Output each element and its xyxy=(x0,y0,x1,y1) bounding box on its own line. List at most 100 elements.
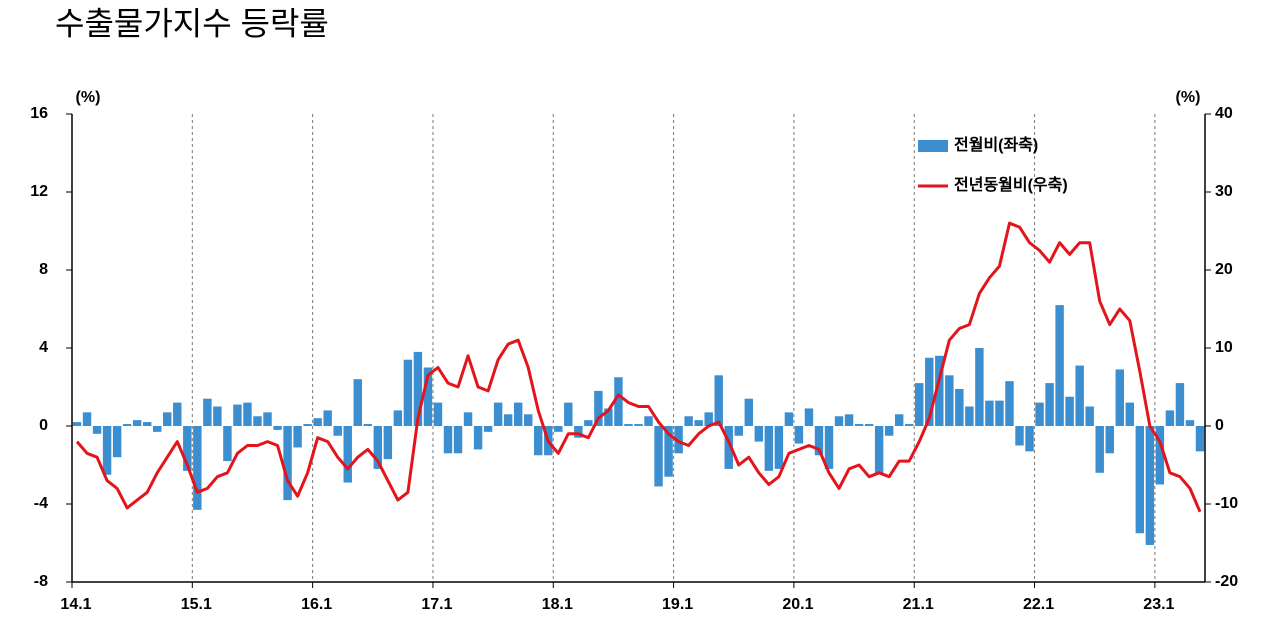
bar xyxy=(373,426,383,469)
bar xyxy=(263,412,272,426)
bar xyxy=(473,426,483,450)
bar xyxy=(193,426,202,510)
y-tick-label: -4 xyxy=(34,495,48,512)
bar xyxy=(503,414,513,426)
bar xyxy=(1195,426,1205,452)
bar xyxy=(1085,406,1094,426)
bar xyxy=(313,418,322,426)
y-tick-label: 8 xyxy=(39,261,48,278)
bar xyxy=(132,420,142,426)
x-tick-label: 14.1 xyxy=(60,596,91,613)
bar xyxy=(564,402,573,426)
bar xyxy=(403,359,413,426)
bar xyxy=(534,426,543,456)
bar xyxy=(905,424,914,426)
legend-label: 전월비(좌축) xyxy=(954,136,1038,154)
bar xyxy=(874,426,884,473)
bar xyxy=(574,426,583,438)
bar xyxy=(92,426,102,434)
bar xyxy=(183,426,192,471)
y-tick-label: 16 xyxy=(30,105,48,122)
bar xyxy=(363,424,372,426)
y2-axis-label: (%) xyxy=(1176,89,1201,106)
bar xyxy=(1165,410,1175,426)
bar xyxy=(804,408,814,426)
bar xyxy=(153,426,162,432)
bar xyxy=(433,402,443,426)
bar xyxy=(253,416,262,426)
bar xyxy=(654,426,663,487)
bar xyxy=(975,348,984,426)
bar xyxy=(142,422,152,426)
bar xyxy=(995,400,1004,426)
bar xyxy=(634,424,643,426)
bar xyxy=(463,412,473,426)
bar xyxy=(72,422,82,426)
bar xyxy=(1175,383,1185,426)
bar xyxy=(1105,426,1114,454)
bar xyxy=(624,424,633,426)
bar xyxy=(734,426,743,436)
y-tick-label: 12 xyxy=(30,183,48,200)
bar xyxy=(1025,426,1034,452)
bar xyxy=(82,412,92,426)
bar xyxy=(774,426,784,469)
y2-tick-label: 30 xyxy=(1215,183,1233,200)
bar xyxy=(854,424,864,426)
bar xyxy=(894,414,904,426)
bar xyxy=(554,426,563,432)
bar xyxy=(794,426,804,444)
bar xyxy=(694,420,703,426)
bar xyxy=(955,388,964,426)
bar xyxy=(122,424,132,426)
y2-tick-label: 20 xyxy=(1215,261,1233,278)
bar xyxy=(754,426,764,442)
bar xyxy=(965,406,974,426)
bar xyxy=(1005,381,1014,426)
y2-tick-label: -10 xyxy=(1215,495,1238,512)
bar xyxy=(393,410,403,426)
bar xyxy=(1145,426,1155,545)
bar xyxy=(644,416,653,426)
bar xyxy=(604,408,613,426)
x-tick-label: 23.1 xyxy=(1143,596,1174,613)
bar xyxy=(704,412,713,426)
y2-tick-label: -20 xyxy=(1215,573,1238,590)
bar xyxy=(443,426,453,454)
bar xyxy=(925,357,934,426)
y-tick-label: 4 xyxy=(39,339,48,356)
bar xyxy=(1035,402,1044,426)
bar xyxy=(1135,426,1145,534)
bar xyxy=(915,383,924,426)
bar xyxy=(283,426,292,501)
bar xyxy=(724,426,733,469)
y-tick-label: -8 xyxy=(34,573,48,590)
legend-swatch xyxy=(918,140,948,152)
bar xyxy=(1065,396,1074,426)
x-tick-label: 20.1 xyxy=(782,596,813,613)
bar xyxy=(513,402,523,426)
bar xyxy=(453,426,463,454)
bar xyxy=(985,400,994,426)
y2-tick-label: 0 xyxy=(1215,417,1224,434)
y2-tick-label: 10 xyxy=(1215,339,1233,356)
bar xyxy=(714,375,723,426)
x-tick-label: 22.1 xyxy=(1023,596,1054,613)
bar xyxy=(243,402,252,426)
bar xyxy=(223,426,232,462)
bar xyxy=(333,426,342,436)
bar xyxy=(233,404,242,426)
y2-tick-label: 40 xyxy=(1215,105,1233,122)
bar xyxy=(664,426,673,477)
bar xyxy=(213,406,222,426)
bar xyxy=(764,426,774,471)
bar xyxy=(614,377,623,426)
bar xyxy=(884,426,894,436)
bar xyxy=(674,426,683,454)
bar xyxy=(523,414,533,426)
bar xyxy=(1095,426,1104,473)
bar xyxy=(102,426,112,475)
bar xyxy=(343,426,352,483)
legend-label: 전년동월비(우축) xyxy=(954,175,1068,194)
x-tick-label: 18.1 xyxy=(542,596,573,613)
